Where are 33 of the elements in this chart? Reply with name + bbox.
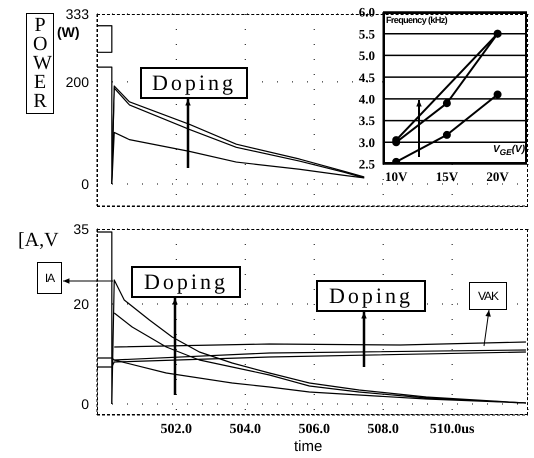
- y-tick-label: 200: [66, 74, 90, 90]
- y-tick-label: 4.0: [358, 91, 375, 106]
- x-tick-label: 20V: [486, 169, 510, 184]
- x-tick-label: 15V: [436, 169, 459, 184]
- x-tick-label: 502.0: [160, 422, 192, 437]
- annotation: Doping: [140, 67, 248, 99]
- y-tick-label: 3.5: [358, 113, 376, 128]
- y-axis-title: POWER: [26, 13, 54, 114]
- y-tick-label: 333: [66, 6, 90, 22]
- annotation: VAK: [469, 282, 507, 310]
- y-tick-label: 2.5: [358, 156, 376, 172]
- x-tick-label: 510.0us: [430, 422, 476, 437]
- text: (W): [57, 24, 80, 40]
- y-tick-label: 4.5: [358, 70, 376, 85]
- x-tick-label: 508.0: [367, 422, 399, 437]
- chart-title: Frequency (kHz): [386, 15, 448, 25]
- y-tick-label: 5.5: [358, 26, 376, 42]
- y-tick-label: 20: [73, 296, 90, 312]
- x-tick-label: 506.0: [298, 422, 330, 437]
- x-tick-label: 10V: [384, 169, 408, 184]
- y-tick-label: 6.0: [358, 4, 375, 20]
- annotation: Doping: [316, 280, 426, 312]
- y-tick-label: 3.0: [358, 134, 375, 150]
- text: IA: [37, 262, 62, 294]
- y-axis-title: [A,V: [18, 229, 59, 252]
- y-tick-label: 35: [73, 220, 90, 237]
- annotation: Doping: [131, 266, 241, 298]
- y-tick-label: 5.0: [358, 48, 375, 64]
- x-axis-title: time: [294, 438, 322, 455]
- x-tick-label: 504.0: [230, 422, 262, 437]
- y-tick-label: 0: [81, 396, 90, 412]
- x-axis-title: V$_{GE}$(V): [493, 144, 526, 157]
- y-tick-label: 0: [81, 176, 90, 192]
